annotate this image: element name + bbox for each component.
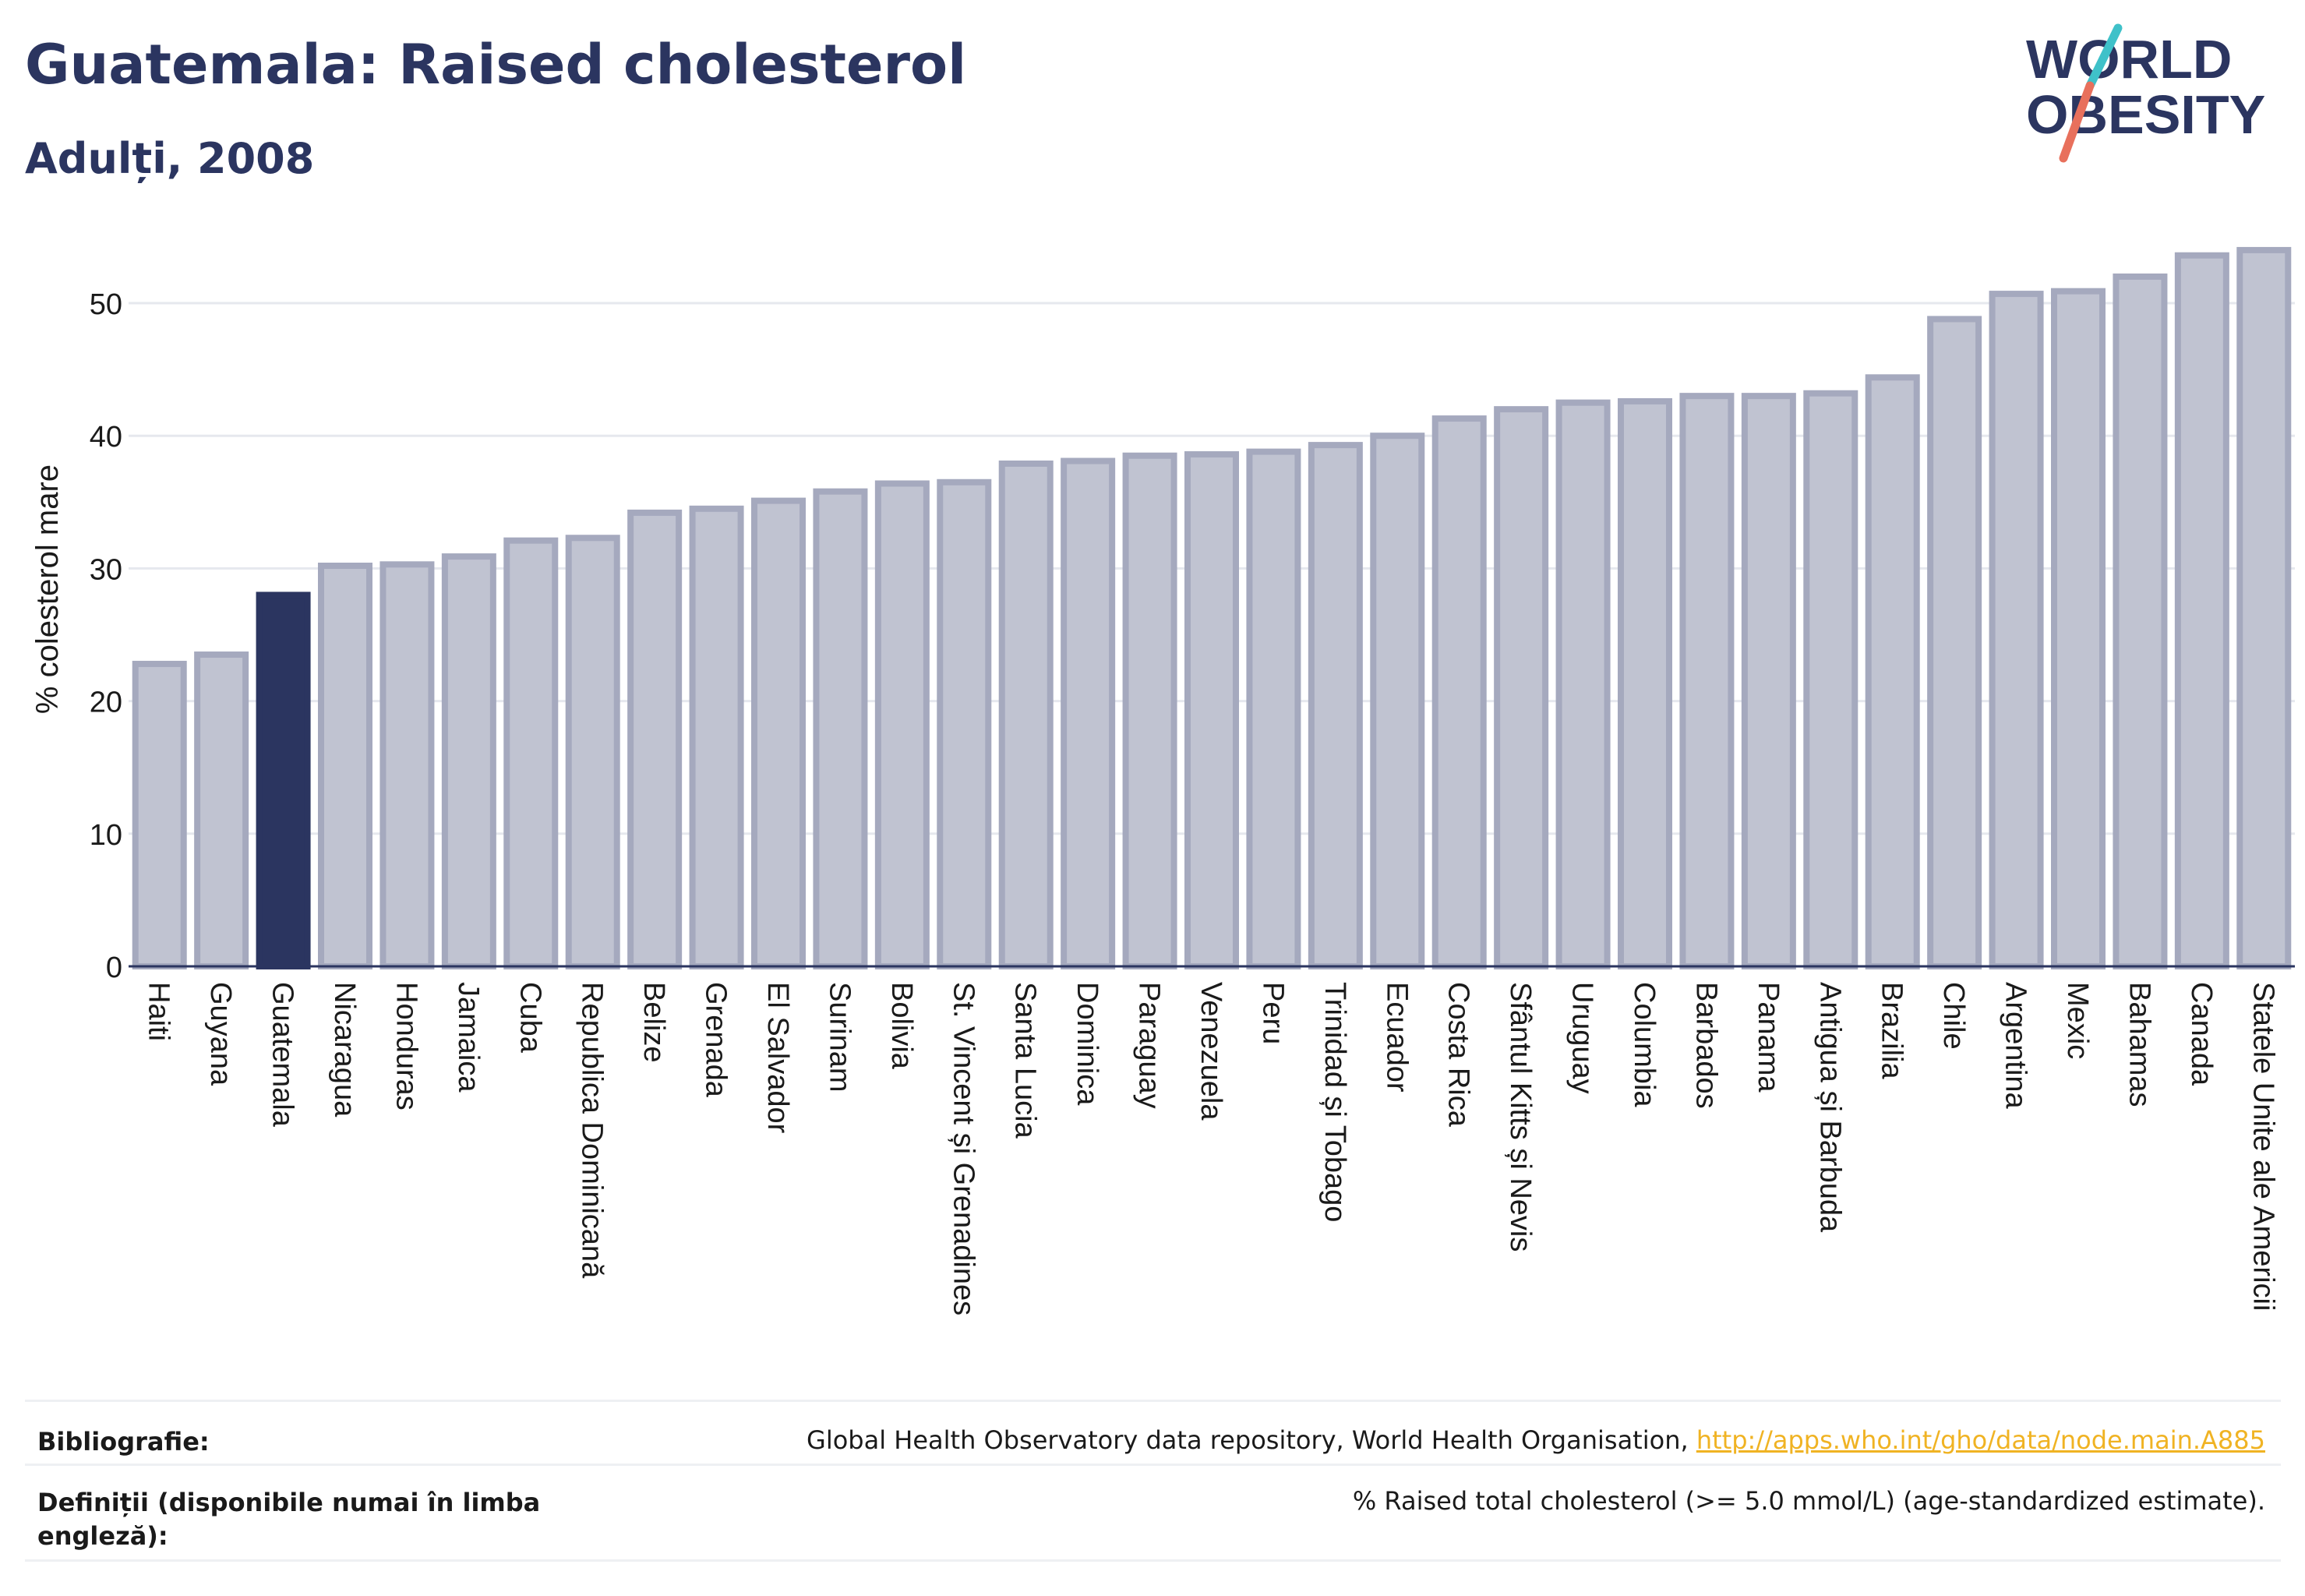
- x-tick-label: Costa Rica: [1442, 982, 1475, 1128]
- bar-republica-dominican-[interactable]: [565, 535, 620, 969]
- x-tick-label: Paraguay: [1133, 982, 1166, 1109]
- x-tick-label: Jamaica: [452, 982, 485, 1093]
- y-tick-label: 10: [90, 819, 122, 852]
- definitions-row: Definiții (disponibile numai în limba en…: [25, 1464, 2281, 1562]
- bar-chart: 0 10 20 30 40 50 Haiti Guyana Guatemala Nicaragu…: [30, 246, 2295, 1315]
- bar-surinam[interactable]: [813, 488, 868, 969]
- x-tick-label: Trinidad și Tobago: [1318, 982, 1351, 1222]
- logo-text-obesity: OBESITY: [2026, 84, 2265, 145]
- x-tick-label: Bolivia: [885, 982, 918, 1070]
- bar-bolivia[interactable]: [874, 480, 930, 969]
- bibliography-row: Bibliografie: Global Health Observatory …: [25, 1400, 2281, 1464]
- x-tick-label: Chile: [1937, 982, 1970, 1050]
- bar-paraguay[interactable]: [1122, 452, 1177, 969]
- bar-chile[interactable]: [1927, 316, 1982, 969]
- bar-nicaragua[interactable]: [318, 562, 372, 969]
- bar-honduras[interactable]: [379, 561, 435, 969]
- bar-brazilia[interactable]: [1865, 374, 1920, 969]
- y-tick-label: 40: [90, 421, 122, 454]
- bar-st-vincent-i-grenadines[interactable]: [937, 478, 992, 969]
- bar-ecuador[interactable]: [1370, 433, 1425, 969]
- bar-cuba[interactable]: [503, 537, 559, 969]
- x-tick-label: Panama: [1752, 982, 1784, 1093]
- y-tick-label: 50: [90, 288, 122, 321]
- bar-guyana[interactable]: [194, 651, 249, 970]
- bar-panama[interactable]: [1741, 393, 1796, 969]
- bar-dominica[interactable]: [1061, 457, 1116, 969]
- y-tick-label: 20: [90, 687, 122, 719]
- bars: [132, 246, 2292, 970]
- y-tick-label: 30: [90, 553, 122, 586]
- x-tick-label: Barbados: [1689, 982, 1722, 1109]
- x-tick-label: Surinam: [823, 982, 856, 1093]
- x-tick-label: Grenada: [700, 982, 732, 1098]
- bar-bahamas[interactable]: [2113, 273, 2168, 969]
- logo-text-world: WORLD: [2026, 29, 2232, 90]
- x-tick-label: Belize: [637, 982, 670, 1063]
- x-tick-label: Columbia: [1628, 982, 1661, 1107]
- page-title: Guatemala: Raised cholesterol: [25, 33, 967, 97]
- bar-guatemala[interactable]: [256, 591, 311, 969]
- bibliography-value: Global Health Observatory data repositor…: [807, 1425, 2265, 1464]
- bar-uruguay[interactable]: [1555, 399, 1611, 969]
- x-tick-labels: Haiti Guyana Guatemala Nicaragua Honduras Jam…: [143, 982, 2280, 1315]
- x-tick-label: Haiti: [143, 982, 175, 1041]
- x-tick-label: Cuba: [514, 982, 546, 1054]
- x-tick-label: Republica Dominicană: [576, 982, 609, 1279]
- y-tick-label: 0: [106, 952, 122, 984]
- x-tick-label: St. Vincent și Grenadines: [947, 982, 980, 1315]
- bar-barbados[interactable]: [1679, 393, 1735, 969]
- x-tick-label: Guatemala: [267, 982, 299, 1128]
- x-tick-label: Guyana: [204, 982, 237, 1086]
- bar-venezuela[interactable]: [1184, 451, 1239, 969]
- x-tick-label: Antigua și Barbuda: [1813, 982, 1846, 1233]
- bar-jamaica[interactable]: [441, 553, 496, 969]
- x-tick-label: Ecuador: [1380, 982, 1413, 1093]
- page-subtitle: Adulți, 2008: [25, 134, 315, 183]
- x-tick-label: Venezuela: [1195, 982, 1227, 1121]
- x-tick-label: El Salvador: [761, 982, 794, 1134]
- world-obesity-logo[interactable]: WORLD OBESITY: [2026, 22, 2291, 170]
- bar-grenada[interactable]: [689, 505, 744, 969]
- bar-trinidad-i-tobago[interactable]: [1308, 442, 1363, 969]
- logo-slash-coral: [2059, 81, 2095, 163]
- x-tick-label: Brazilia: [1876, 982, 1908, 1079]
- bibliography-text: Global Health Observatory data repositor…: [807, 1425, 1696, 1455]
- bar-statele-unite-ale-americii[interactable]: [2236, 246, 2292, 970]
- bar-mexic[interactable]: [2051, 288, 2106, 969]
- y-axis-label: % colesterol mare: [30, 464, 65, 714]
- x-tick-label: Canada: [2185, 982, 2218, 1086]
- bar-belize[interactable]: [627, 509, 683, 969]
- definitions-text: % Raised total cholesterol (>= 5.0 mmol/…: [1352, 1486, 2265, 1516]
- x-tick-label: Uruguay: [1566, 982, 1599, 1094]
- x-tick-label: Honduras: [390, 982, 422, 1110]
- x-tick-label: Statele Unite ale Americii: [2247, 982, 2279, 1311]
- x-tick-label: Peru: [1256, 982, 1289, 1044]
- x-tick-label: Bahamas: [2123, 982, 2155, 1107]
- bar-peru[interactable]: [1246, 448, 1301, 969]
- bar-santa-lucia[interactable]: [998, 460, 1054, 969]
- bar-canada[interactable]: [2174, 252, 2229, 969]
- bar-haiti[interactable]: [132, 660, 187, 969]
- bar-sf-ntul-kitts-i-nevis[interactable]: [1494, 406, 1549, 969]
- x-tick-label: Mexic: [2061, 982, 2094, 1059]
- bibliography-link[interactable]: http://apps.who.int/gho/data/node.main.A…: [1696, 1425, 2265, 1455]
- bar-el-salvador[interactable]: [751, 497, 806, 969]
- x-tick-label: Nicaragua: [328, 982, 361, 1118]
- bar-columbia[interactable]: [1618, 397, 1672, 969]
- chart-footer: Bibliografie: Global Health Observatory …: [25, 1400, 2281, 1562]
- logo-slash-teal: [2085, 23, 2123, 90]
- x-tick-label: Santa Lucia: [1009, 982, 1042, 1139]
- x-tick-label: Argentina: [2000, 982, 2032, 1110]
- y-tick-labels: 0 10 20 30 40 50: [90, 288, 122, 984]
- x-tick-label: Dominica: [1071, 982, 1103, 1106]
- bar-antigua-i-barbuda[interactable]: [1803, 390, 1858, 969]
- x-tick-label: Sfântul Kitts și Nevis: [1504, 982, 1537, 1252]
- bar-argentina[interactable]: [1989, 291, 2044, 969]
- bibliography-label: Bibliografie:: [37, 1427, 210, 1457]
- bar-costa-rica[interactable]: [1431, 415, 1487, 969]
- definitions-label: Definiții (disponibile numai în limba en…: [37, 1488, 541, 1552]
